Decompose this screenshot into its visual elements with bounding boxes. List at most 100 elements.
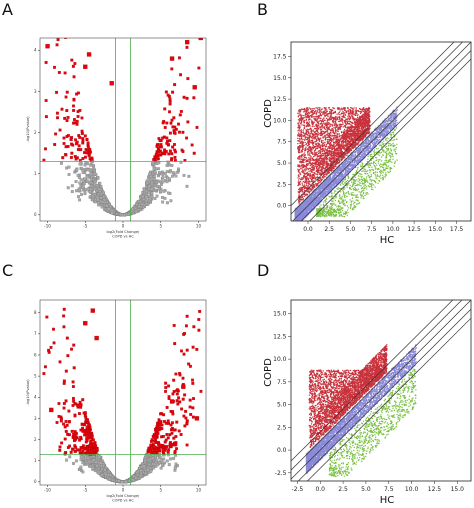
point-unchanged — [371, 142, 374, 145]
point-unchanged — [341, 173, 344, 175]
point-significant — [157, 150, 161, 154]
point-significant — [163, 107, 167, 111]
point-significant — [170, 118, 174, 122]
point-unchanged — [351, 163, 353, 165]
point-unchanged — [328, 178, 330, 181]
point-unchanged — [338, 178, 341, 180]
point-not-significant — [150, 191, 154, 195]
point-significant — [69, 138, 73, 142]
point-unchanged — [342, 164, 345, 166]
point-not-significant — [163, 196, 167, 200]
point-not-significant — [168, 177, 171, 181]
point-unchanged — [296, 225, 297, 226]
point-unchanged — [392, 114, 394, 116]
point-unchanged — [304, 203, 307, 205]
point-unchanged — [386, 120, 388, 123]
point-not-significant — [157, 167, 161, 171]
point-outlier — [109, 81, 114, 86]
point-not-significant — [166, 160, 170, 164]
point-unchanged — [296, 224, 297, 225]
point-unchanged — [295, 223, 296, 224]
point-significant — [74, 138, 78, 142]
point-unchanged — [386, 123, 388, 125]
point-significant — [165, 136, 169, 140]
point-unchanged — [341, 165, 344, 167]
point-not-significant — [118, 213, 122, 216]
point-significant — [185, 96, 189, 100]
point-not-significant — [165, 170, 169, 173]
point-unchanged — [349, 156, 352, 159]
point-unchanged — [356, 152, 359, 154]
point-unchanged — [335, 180, 338, 182]
point-unchanged — [295, 211, 297, 213]
point-up — [343, 128, 346, 131]
point-unchanged — [346, 170, 349, 172]
point-unchanged — [396, 121, 398, 124]
point-unchanged — [296, 226, 297, 227]
point-unchanged — [295, 222, 296, 223]
point-significant — [61, 156, 65, 160]
point-unchanged — [364, 152, 367, 155]
point-not-significant — [153, 170, 157, 174]
point-up — [311, 135, 314, 138]
point-unchanged — [295, 213, 297, 215]
point-unchanged — [295, 227, 296, 228]
point-unchanged — [346, 167, 348, 170]
point-unchanged — [338, 179, 340, 182]
point-unchanged — [335, 179, 337, 181]
point-unchanged — [387, 118, 390, 121]
point-not-significant — [90, 184, 93, 188]
point-significant — [72, 98, 76, 102]
point-significant — [163, 126, 167, 129]
point-unchanged — [295, 223, 296, 224]
point-not-significant — [93, 172, 97, 176]
point-not-significant — [97, 187, 101, 191]
point-not-significant — [161, 196, 164, 199]
point-significant — [182, 95, 186, 99]
point-significant — [57, 71, 61, 74]
point-unchanged — [389, 116, 392, 119]
point-not-significant — [165, 164, 169, 168]
point-not-significant — [92, 169, 96, 173]
point-unchanged — [369, 140, 371, 143]
point-unchanged — [341, 177, 344, 179]
point-not-significant — [76, 174, 80, 177]
point-unchanged — [321, 186, 323, 188]
point-unchanged — [314, 195, 317, 197]
point-not-significant — [98, 190, 102, 193]
y-tick-label: 1 — [34, 171, 37, 176]
point-unchanged — [354, 156, 356, 158]
point-significant — [153, 159, 157, 162]
point-unchanged — [295, 224, 296, 225]
point-not-significant — [175, 171, 179, 174]
point-unchanged — [297, 218, 299, 221]
point-unchanged — [379, 136, 382, 138]
point-unchanged — [367, 138, 369, 141]
point-significant — [62, 136, 66, 140]
point-unchanged — [315, 202, 318, 204]
point-unchanged — [384, 123, 386, 126]
point-unchanged — [372, 146, 374, 148]
point-unchanged — [326, 182, 328, 184]
point-not-significant — [98, 181, 102, 185]
point-unchanged — [337, 177, 339, 180]
point-unchanged — [307, 206, 309, 208]
point-not-significant — [91, 198, 95, 202]
point-significant — [77, 91, 80, 95]
point-unchanged — [296, 223, 297, 224]
point-unchanged — [295, 221, 296, 222]
point-unchanged — [369, 144, 372, 147]
y-tick-label: 2 — [34, 130, 37, 135]
point-unchanged — [301, 216, 303, 219]
point-unchanged — [295, 225, 296, 226]
point-not-significant — [171, 171, 175, 175]
point-unchanged — [371, 135, 373, 137]
point-significant — [170, 67, 174, 71]
point-not-significant — [85, 179, 89, 183]
point-unchanged — [310, 205, 312, 208]
point-unchanged — [296, 223, 297, 224]
point-significant — [168, 102, 172, 106]
point-unchanged — [295, 226, 296, 227]
point-unchanged — [382, 134, 384, 136]
point-not-significant — [80, 193, 83, 196]
